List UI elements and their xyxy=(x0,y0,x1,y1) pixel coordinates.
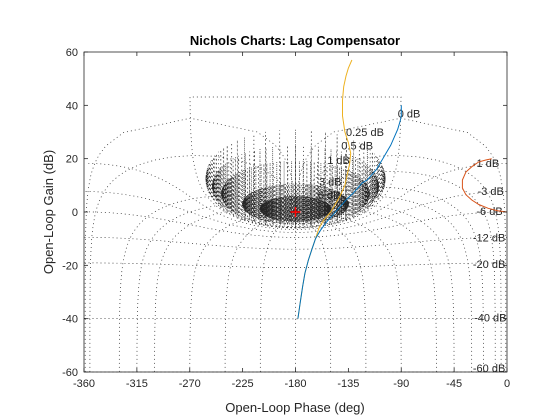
closed-loop-magnitude-label: -6 dB xyxy=(476,206,502,218)
closed-loop-magnitude-label: -3 dB xyxy=(478,186,504,198)
x-tick-label: -135 xyxy=(337,378,359,390)
y-tick-label: 60 xyxy=(66,47,78,59)
closed-loop-phase-contour xyxy=(295,117,507,372)
closed-loop-gain-contour xyxy=(205,129,386,229)
y-tick-label: 0 xyxy=(72,207,78,219)
closed-loop-magnitude-label: 0.5 dB xyxy=(341,141,373,153)
y-tick-label: 20 xyxy=(66,154,78,166)
y-axis: -60 -40 -20 0 20 40 60 xyxy=(62,47,507,379)
closed-loop-gain-contour xyxy=(84,262,507,268)
x-tick-label: -45 xyxy=(446,378,462,390)
closed-loop-gain-contour xyxy=(84,211,507,238)
closed-loop-magnitude-label: 6 dB xyxy=(318,190,341,202)
nichols-grid-labels: 0 dB 0.25 dB 0.5 dB 1 dB 3 dB6 dB -1 dB -3 dB -… xyxy=(318,109,507,376)
x-tick-label: -360 xyxy=(73,378,95,390)
closed-loop-magnitude-label: -1 dB xyxy=(473,158,499,170)
closed-loop-phase-contour xyxy=(295,195,473,372)
closed-loop-magnitude-label: 3 dB xyxy=(319,177,342,189)
critical-point-marker xyxy=(290,207,301,217)
closed-loop-magnitude-label: -60 dB xyxy=(473,363,505,375)
y-tick-label: -40 xyxy=(62,314,78,326)
x-tick-label: 0 xyxy=(504,378,510,390)
x-axis-title: Open-Loop Phase (deg) xyxy=(225,400,364,415)
closed-loop-magnitude-label: -40 dB xyxy=(474,313,506,325)
closed-loop-phase-contour xyxy=(295,203,455,372)
closed-loop-phase-contour xyxy=(259,211,296,372)
nichols-grid xyxy=(84,96,507,373)
y-tick-label: -20 xyxy=(62,260,78,272)
y-tick-label: 40 xyxy=(66,100,78,112)
x-tick-label: -90 xyxy=(393,378,409,390)
y-tick-label: -60 xyxy=(62,367,78,379)
closed-loop-magnitude-label: -12 dB xyxy=(473,233,505,245)
closed-loop-gain-contour xyxy=(242,183,349,225)
closed-loop-magnitude-label: 1 dB xyxy=(327,155,350,167)
closed-loop-magnitude-label: 0.25 dB xyxy=(346,127,384,139)
closed-loop-magnitude-label: 0 dB xyxy=(398,109,421,121)
closed-loop-phase-contour xyxy=(84,117,296,372)
closed-loop-phase-contour xyxy=(295,211,332,372)
x-tick-label: -315 xyxy=(126,378,148,390)
series-line xyxy=(297,105,402,319)
closed-loop-phase-contour xyxy=(136,203,296,372)
series-line xyxy=(461,158,508,213)
series-group xyxy=(297,59,508,319)
x-axis: -360 -315 -270 -225 -180 -135 -90 -45 0 xyxy=(73,52,510,390)
marker-group xyxy=(290,207,301,217)
closed-loop-phase-contour xyxy=(295,171,496,372)
closed-loop-magnitude-label: -20 dB xyxy=(473,259,505,271)
y-axis-title: Open-Loop Gain (dB) xyxy=(41,150,56,274)
closed-loop-phase-contour xyxy=(189,211,296,372)
closed-loop-phase-contour xyxy=(295,211,402,372)
x-tick-label: -270 xyxy=(179,378,201,390)
chart-title: Nichols Charts: Lag Compensator xyxy=(190,33,400,48)
x-tick-label: -180 xyxy=(284,378,306,390)
closed-loop-gain-contour xyxy=(189,96,402,229)
x-tick-label: -225 xyxy=(232,378,254,390)
closed-loop-phase-contour xyxy=(118,195,296,372)
closed-loop-gain-contour xyxy=(84,236,507,250)
